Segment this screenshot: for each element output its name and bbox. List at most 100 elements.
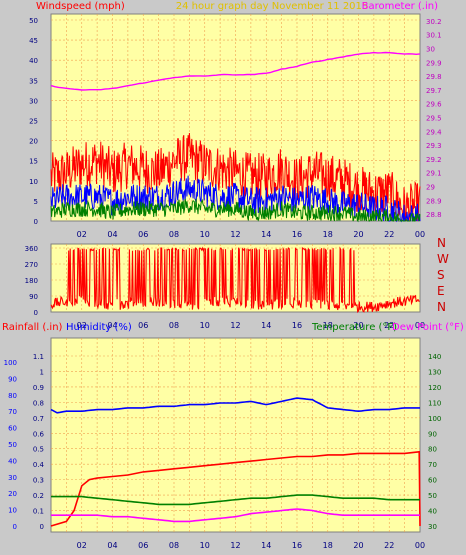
humidity-axis-title: Humidity (%) <box>66 322 132 333</box>
wind-y-tick-label: 0 <box>34 218 38 226</box>
temp-y-tick-label: 120 <box>428 384 441 392</box>
climate-x-tick-label: 12 <box>230 541 240 550</box>
direction-x-tick-label: 04 <box>107 321 117 330</box>
rain-y-tick-label: 1 <box>40 368 44 376</box>
climate-x-tick-label: 18 <box>323 541 333 550</box>
direction-x-tick-label: 18 <box>323 321 333 330</box>
direction-x-tick-label: 10 <box>200 321 210 330</box>
wind-y-tick-label: 20 <box>29 138 38 146</box>
direction-y-tick-label: 0 <box>34 309 38 317</box>
wind-x-tick-label: 22 <box>384 230 394 239</box>
series-rainfall <box>50 450 421 527</box>
wind-x-tick-label: 16 <box>292 230 302 239</box>
climate-x-tick-label: 16 <box>292 541 302 550</box>
wind-y-tick-label: 5 <box>34 198 38 206</box>
direction-compass-label: N <box>437 236 446 250</box>
wind-y-tick-label: 10 <box>29 178 38 186</box>
series-barometer <box>50 51 421 91</box>
direction-compass-label: E <box>437 284 445 298</box>
rain-axis-title: Rainfall (.in) <box>2 322 63 333</box>
direction-x-tick-label: 12 <box>230 321 240 330</box>
rain-y-tick-label: 0.8 <box>33 399 44 407</box>
rain-y-tick-label: 1.1 <box>33 353 44 361</box>
dewpoint-axis-title: Dew Point (°F) <box>392 322 464 333</box>
climate-x-tick-label: 04 <box>107 541 117 550</box>
series-humidity <box>50 397 420 414</box>
wind-x-tick-label: 06 <box>138 230 148 239</box>
baro-y-tick-label: 29.1 <box>426 170 442 178</box>
rain-y-tick-label: 0.1 <box>33 508 44 516</box>
humidity-y-tick-label: 80 <box>8 392 17 400</box>
wind-y-tick-label: 30 <box>29 97 38 105</box>
temp-y-tick-label: 50 <box>428 492 437 500</box>
wind-y-tick-label: 50 <box>29 17 38 25</box>
wind-x-tick-label: 14 <box>261 230 271 239</box>
baro-axis-title: Barometer (.in) <box>362 1 438 12</box>
baro-y-tick-label: 29.2 <box>426 156 442 164</box>
humidity-y-tick-label: 20 <box>8 490 17 498</box>
series-wind-avg <box>50 198 421 223</box>
wind-x-tick-label: 02 <box>77 230 87 239</box>
climate-x-tick-label: 22 <box>384 541 394 550</box>
temp-axis-title: Temperature (°F) <box>311 322 397 333</box>
wind-x-tick-label: 08 <box>169 230 179 239</box>
temp-y-tick-label: 90 <box>428 430 437 438</box>
baro-y-tick-label: 29.6 <box>426 101 442 109</box>
series-wind-direction <box>50 246 420 314</box>
climate-x-tick-label: 08 <box>169 541 179 550</box>
temp-y-tick-label: 100 <box>428 415 441 423</box>
temp-y-tick-label: 40 <box>428 508 437 516</box>
wind-axis-title: Windspeed (mph) <box>36 1 125 12</box>
temp-y-tick-label: 110 <box>428 399 441 407</box>
direction-y-tick-label: 270 <box>25 261 38 269</box>
graph-date-title: 24 hour graph day November 11 2015 <box>176 1 369 12</box>
direction-x-tick-label: 00 <box>415 321 425 330</box>
direction-x-tick-label: 06 <box>138 321 148 330</box>
humidity-y-tick-label: 50 <box>8 441 17 449</box>
rain-y-tick-label: 0.2 <box>33 492 44 500</box>
wind-x-tick-label: 18 <box>323 230 333 239</box>
direction-x-tick-label: 08 <box>169 321 179 330</box>
temp-y-tick-label: 70 <box>428 461 437 469</box>
baro-y-tick-label: 29.9 <box>426 59 442 67</box>
direction-x-tick-label: 22 <box>384 321 394 330</box>
rain-y-tick-label: 0.3 <box>33 477 44 485</box>
rain-y-tick-label: 0 <box>40 523 44 531</box>
direction-compass-label: W <box>437 252 449 266</box>
humidity-y-tick-label: 100 <box>4 359 17 367</box>
baro-y-tick-label: 30.1 <box>426 32 442 40</box>
humidity-y-tick-label: 10 <box>8 507 17 515</box>
direction-x-tick-label: 20 <box>353 321 363 330</box>
rain-y-tick-label: 0.9 <box>33 384 44 392</box>
direction-x-tick-label: 16 <box>292 321 302 330</box>
direction-compass-label: N <box>437 300 446 314</box>
rain-y-tick-label: 0.4 <box>33 461 45 469</box>
climate-x-tick-label: 06 <box>138 541 148 550</box>
humidity-y-tick-label: 0 <box>13 523 17 531</box>
baro-y-tick-label: 30 <box>426 46 435 54</box>
climate-x-tick-label: 02 <box>77 541 87 550</box>
direction-y-tick-label: 180 <box>25 277 38 285</box>
wind-y-tick-label: 35 <box>29 77 38 85</box>
wind-x-tick-label: 20 <box>353 230 363 239</box>
wind-x-tick-label: 10 <box>200 230 210 239</box>
humidity-y-tick-label: 40 <box>8 457 17 465</box>
wind-x-tick-label: 12 <box>230 230 240 239</box>
baro-y-tick-label: 29.3 <box>426 142 442 150</box>
climate-x-tick-label: 14 <box>261 541 271 550</box>
temp-y-tick-label: 30 <box>428 523 437 531</box>
direction-compass-label: S <box>437 268 445 282</box>
temp-y-tick-label: 140 <box>428 353 441 361</box>
temp-y-tick-label: 60 <box>428 477 437 485</box>
climate-x-tick-label: 10 <box>200 541 210 550</box>
temp-y-tick-label: 80 <box>428 446 437 454</box>
baro-y-tick-label: 29.8 <box>426 73 442 81</box>
series-temperature <box>51 494 420 506</box>
baro-y-tick-label: 28.9 <box>426 197 442 205</box>
climate-x-tick-label: 20 <box>353 541 363 550</box>
humidity-y-tick-label: 70 <box>8 408 17 416</box>
wind-x-tick-label: 04 <box>107 230 117 239</box>
baro-y-tick-label: 29.7 <box>426 87 442 95</box>
